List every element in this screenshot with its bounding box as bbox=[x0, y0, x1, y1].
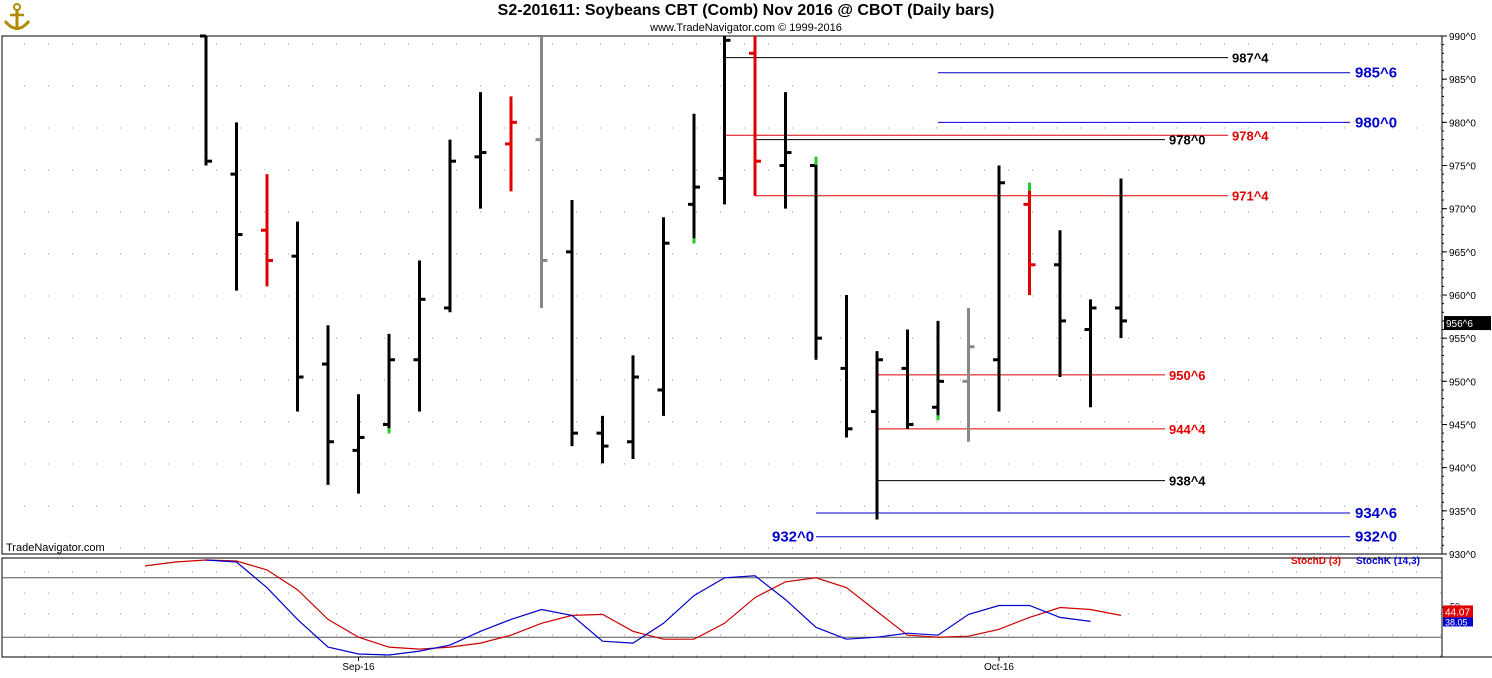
price-axis-label: 955^0 bbox=[1449, 334, 1476, 345]
current-price-box bbox=[1444, 316, 1491, 331]
stoch-k-legend: StochK (14,3) bbox=[1356, 556, 1420, 567]
level-label: 978^4 bbox=[1232, 128, 1269, 143]
level-label: 985^6 bbox=[1355, 65, 1397, 82]
price-axis-label: 945^0 bbox=[1449, 421, 1476, 432]
level-label: 934^6 bbox=[1355, 505, 1397, 522]
price-axis-label: 980^0 bbox=[1449, 118, 1476, 129]
level-label: 978^0 bbox=[1169, 133, 1206, 148]
chart-title: S2-201611: Soybeans CBT (Comb) Nov 2016 … bbox=[497, 2, 995, 19]
level-label: 944^4 bbox=[1169, 422, 1206, 437]
price-axis-label: 930^0 bbox=[1449, 550, 1476, 561]
price-axis-label: 940^0 bbox=[1449, 464, 1476, 475]
stoch-d-value-box bbox=[1443, 605, 1473, 618]
level-label: 987^4 bbox=[1232, 51, 1269, 66]
level-label: 950^6 bbox=[1169, 368, 1206, 383]
stoch-k-line bbox=[205, 559, 1091, 656]
price-axis-label: 935^0 bbox=[1449, 507, 1476, 518]
stoch-d-line bbox=[144, 559, 1122, 650]
stoch-panel-border bbox=[1, 557, 1443, 658]
price-axis-label: 970^0 bbox=[1449, 205, 1476, 216]
stoch-d-legend: StochD (3) bbox=[1291, 556, 1341, 567]
stoch-k-value: 38.05 bbox=[1445, 617, 1468, 627]
watermark-text: TradeNavigator.com bbox=[6, 542, 105, 554]
level-label: 980^0 bbox=[1355, 114, 1397, 131]
price-panel-border bbox=[1, 35, 1443, 555]
price-axis-label: 960^0 bbox=[1449, 291, 1476, 302]
level-label: 971^4 bbox=[1232, 189, 1269, 204]
chart-subtitle: www.TradeNavigator.com © 1999-2016 bbox=[650, 22, 842, 34]
price-bars bbox=[200, 34, 1127, 520]
anchor-logo-icon bbox=[2, 2, 32, 32]
date-axis-label: Oct-16 bbox=[984, 662, 1014, 673]
price-axis-label: 965^0 bbox=[1449, 248, 1476, 259]
price-axis-label: 985^0 bbox=[1449, 75, 1476, 86]
price-axis[interactable]: 990^0 985^0 980^0 975^0 970^0 965^0 960^0 955^0… bbox=[1442, 32, 1491, 561]
price-axis-label: 950^0 bbox=[1449, 377, 1476, 388]
level-label: 932^0 bbox=[1355, 529, 1397, 546]
price-levels: 987^4 985^6 980^0 978^4 978^0 971^4 950^6 944^4… bbox=[724, 51, 1397, 546]
stoch-k-value-box bbox=[1443, 617, 1473, 627]
price-axis-label: 990^0 bbox=[1449, 32, 1476, 43]
current-price-label: 956^6 bbox=[1446, 319, 1473, 330]
level-label: 938^4 bbox=[1169, 474, 1206, 489]
date-axis: Sep-16 Oct-16 bbox=[342, 657, 1014, 673]
price-axis-label: 975^0 bbox=[1449, 162, 1476, 173]
date-axis-label: Sep-16 bbox=[342, 662, 375, 673]
level-left-label: 932^0 bbox=[772, 529, 814, 546]
stoch-d-value: 44.07 bbox=[1445, 607, 1470, 618]
